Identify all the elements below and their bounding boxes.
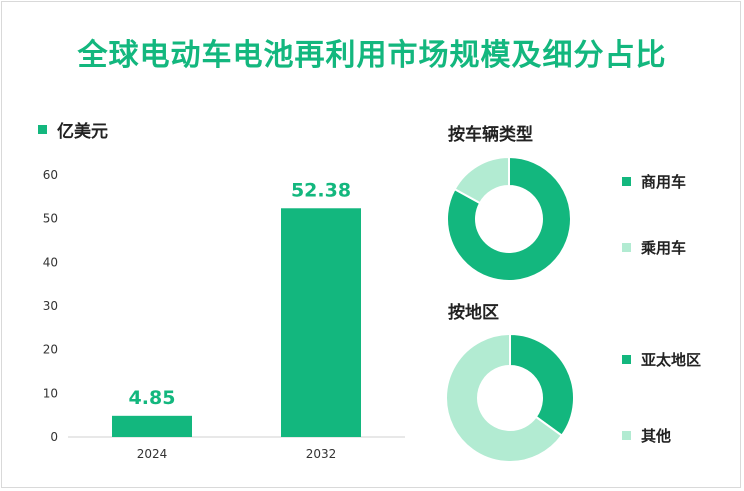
x-tick-label: 2024 [137,447,168,461]
bar-legend-swatch [38,125,47,134]
pie1-legend-swatch-0 [622,177,631,186]
y-tick-label: 50 [43,212,58,226]
bar-legend: 亿美元 [38,117,108,142]
y-tick-label: 40 [43,255,58,269]
chart-title: 全球电动车电池再利用市场规模及细分占比 [77,38,667,73]
pie2-legend-swatch-1 [622,431,631,440]
y-tick-label: 30 [43,299,58,313]
pie1-legend-label-1: 乘用车 [641,239,687,257]
pie1-legend-item-0: 商用车 [622,171,686,192]
region-pie-title: 按地区 [448,303,499,323]
bar [112,415,192,437]
vehicle-pie-title: 按车辆类型 [448,125,533,145]
y-tick-label: 0 [50,430,58,444]
region-pie-slice [509,332,575,438]
vehicle-pie-slice [446,155,572,282]
region-pie-slice [445,332,564,463]
pie1-legend-label-0: 商用车 [641,173,687,191]
y-tick-label: 20 [43,343,58,357]
bar-value-label: 52.38 [291,179,351,201]
pie2-legend-label-1: 其他 [641,427,672,445]
pie2-legend-item-1: 其他 [622,425,671,446]
pie1-legend-item-1: 乘用车 [622,237,686,258]
bar [281,208,361,437]
vehicle-pie-slice [453,155,510,205]
bar-value-label: 4.85 [129,387,176,409]
x-tick-label: 2032 [306,447,337,461]
y-tick-label: 60 [43,168,58,182]
pie2-legend-item-0: 亚太地区 [622,349,701,370]
bar-legend-label: 亿美元 [57,122,108,142]
y-tick-label: 10 [43,386,58,400]
pie1-legend-swatch-1 [622,243,631,252]
pie2-legend-swatch-0 [622,355,631,364]
pie2-legend-label-0: 亚太地区 [641,351,702,369]
